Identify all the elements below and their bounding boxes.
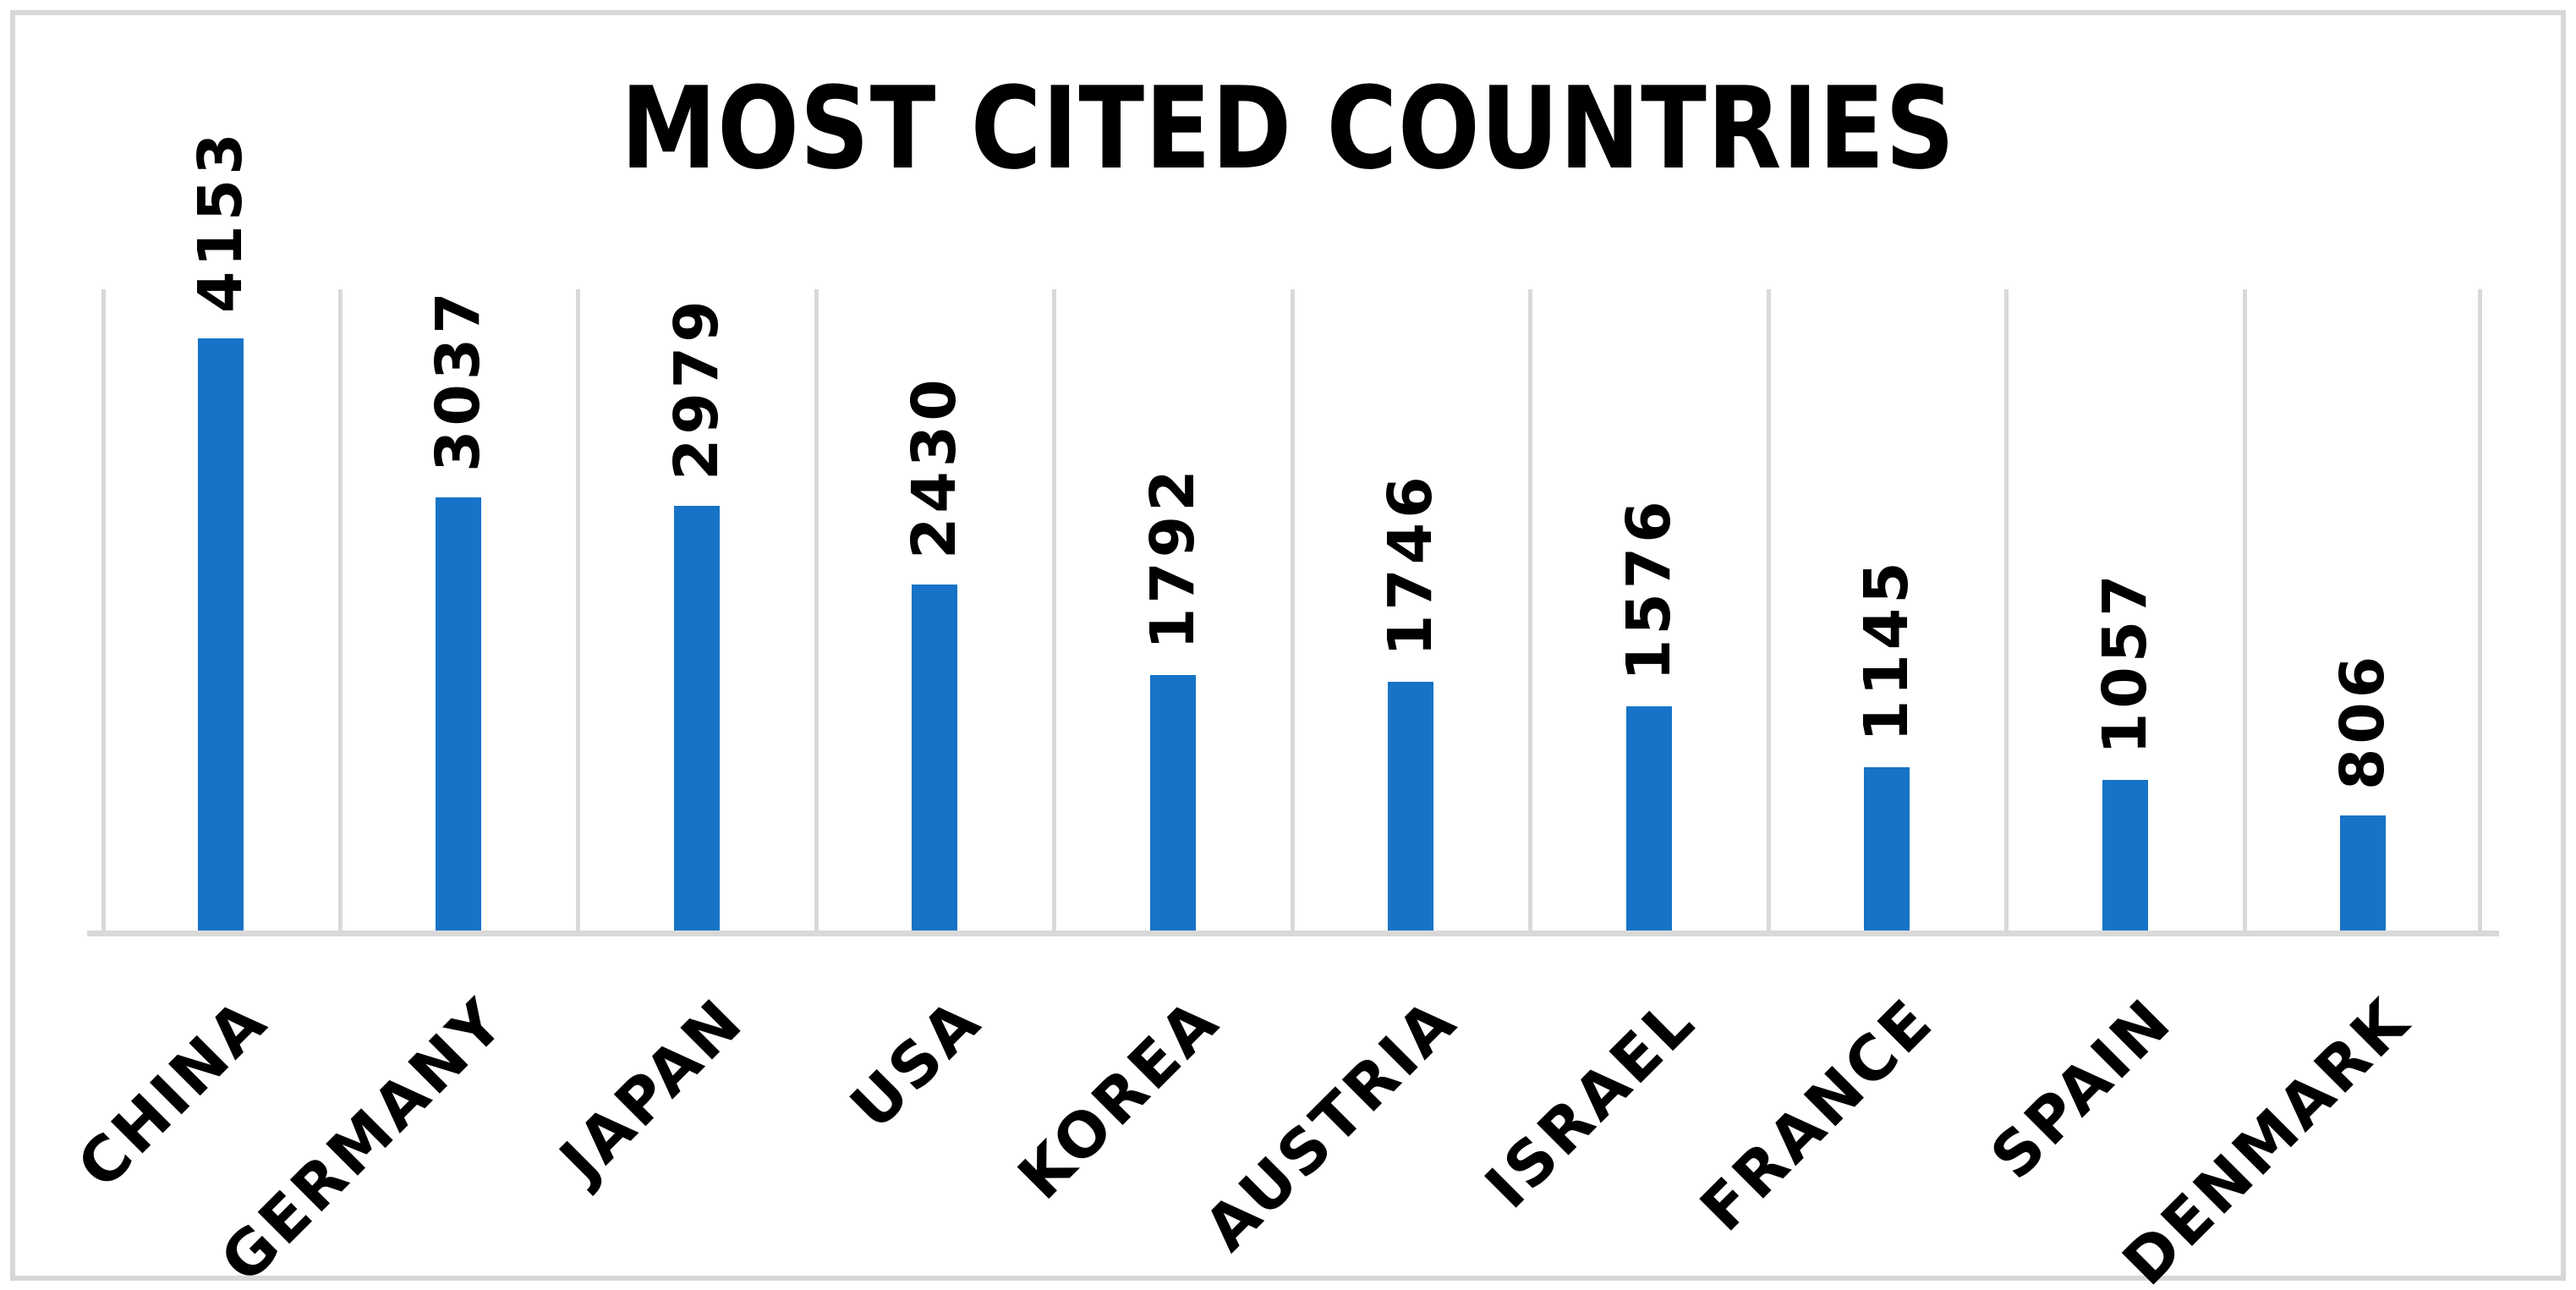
x-axis-line	[87, 930, 2499, 936]
bar-value-label: 3037	[423, 288, 493, 472]
vertical-gridline	[1291, 289, 1295, 930]
vertical-gridline	[2004, 289, 2009, 930]
vertical-gridline	[1528, 289, 1532, 930]
bar-value-label: 2430	[899, 375, 969, 559]
vertical-gridline	[1767, 289, 1771, 930]
bar	[2102, 780, 2148, 930]
bar	[198, 338, 244, 930]
vertical-gridline	[2478, 289, 2482, 930]
bar-value-label: 4153	[185, 129, 255, 313]
vertical-gridline	[338, 289, 343, 930]
bar	[1864, 767, 1910, 930]
bar	[436, 497, 481, 930]
plot-area: 4153 3037 2979 2430 1792 1746 1576 1145 1057 806	[101, 129, 2482, 930]
vertical-gridline	[2243, 289, 2247, 930]
chart-title: MOST CITED COUNTRIES	[620, 63, 1956, 195]
bar-value-label: 1792	[1137, 465, 1208, 650]
chart-border	[10, 10, 2566, 1281]
bar	[674, 506, 720, 930]
vertical-gridline	[101, 289, 106, 930]
bar	[912, 585, 957, 930]
bar-value-label: 2979	[661, 296, 732, 480]
bar-value-label: 1057	[2090, 570, 2160, 755]
vertical-gridline	[814, 289, 819, 930]
bar-value-label: 1746	[1375, 472, 1445, 656]
bar	[1388, 682, 1433, 930]
bar-value-label: 806	[2327, 651, 2398, 790]
bar	[2340, 815, 2386, 930]
bar-value-label: 1576	[1614, 497, 1684, 681]
bar-value-label: 1145	[1851, 557, 1921, 742]
vertical-gridline	[576, 289, 580, 930]
bar	[1626, 706, 1672, 930]
vertical-gridline	[1052, 289, 1056, 930]
bar	[1150, 675, 1196, 930]
